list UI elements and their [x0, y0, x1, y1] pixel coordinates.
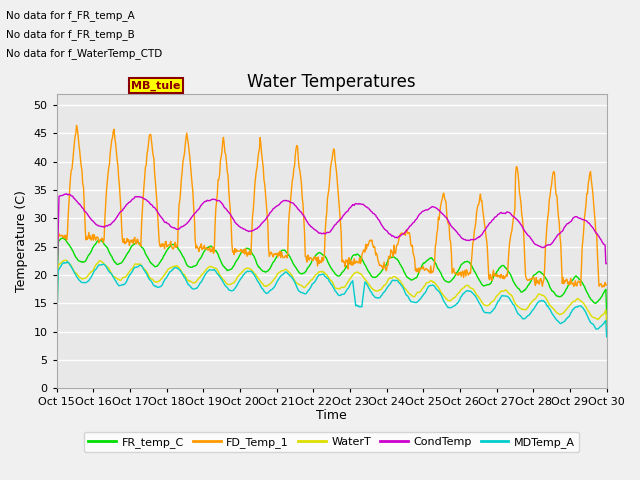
Title: Water Temperatures: Water Temperatures [247, 72, 416, 91]
Text: No data for f_FR_temp_A: No data for f_FR_temp_A [6, 10, 135, 21]
Text: No data for f_FR_temp_B: No data for f_FR_temp_B [6, 29, 135, 40]
Text: MB_tule: MB_tule [131, 80, 180, 91]
X-axis label: Time: Time [316, 409, 347, 422]
Text: No data for f_WaterTemp_CTD: No data for f_WaterTemp_CTD [6, 48, 163, 59]
Y-axis label: Temperature (C): Temperature (C) [15, 190, 28, 292]
Legend: FR_temp_C, FD_Temp_1, WaterT, CondTemp, MDTemp_A: FR_temp_C, FD_Temp_1, WaterT, CondTemp, … [84, 432, 579, 452]
